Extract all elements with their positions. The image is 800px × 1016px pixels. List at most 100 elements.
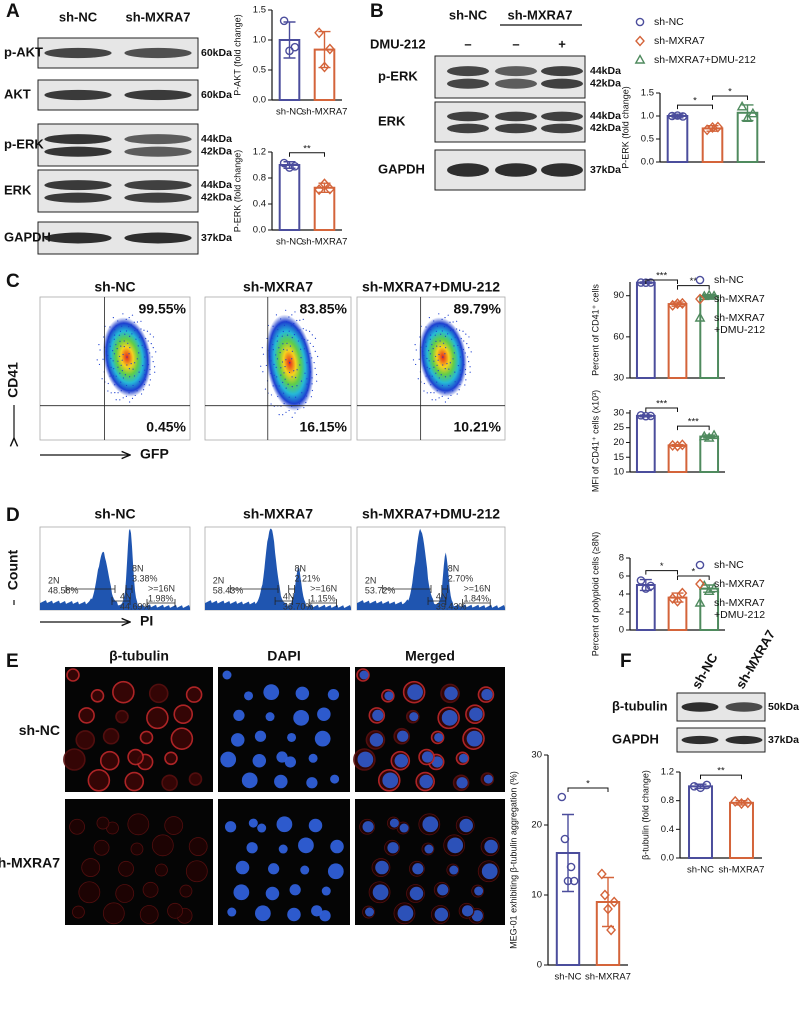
- scatter-dot: [300, 380, 303, 382]
- significance-bracket: [677, 104, 713, 110]
- cell-nucleus: [248, 818, 258, 828]
- scatter-dot: [284, 378, 286, 380]
- y-tick-label: 10: [531, 890, 542, 901]
- scatter-dot: [432, 348, 434, 350]
- scatter-dot: [285, 309, 287, 311]
- scatter-dot: [313, 362, 315, 364]
- cell-nucleus: [257, 823, 267, 833]
- cell-tubulin: [127, 813, 150, 836]
- y-axis-label: Percent of CD41⁺ cells: [590, 284, 600, 376]
- scatter-dot: [277, 328, 279, 331]
- scatter-dot: [151, 356, 153, 358]
- panel-label: F: [620, 651, 632, 672]
- kda-label: 42kDa: [201, 192, 232, 204]
- scatter-dot: [121, 369, 123, 372]
- gate-percentage: 58.43%: [213, 585, 244, 595]
- column-label: sh-MXRA7: [125, 9, 190, 24]
- y-tick-label: 1.5: [253, 5, 266, 16]
- scatter-dot: [288, 330, 290, 332]
- scatter-dot: [109, 375, 111, 377]
- significance-label: *: [728, 86, 732, 97]
- y-tick-label: 8: [619, 553, 624, 564]
- column-label: sh-NC: [449, 7, 488, 22]
- scatter-dot: [435, 355, 437, 358]
- scatter-dot: [107, 354, 109, 357]
- scatter-dot: [127, 342, 129, 344]
- scatter-dot: [272, 349, 274, 351]
- scatter-dot: [136, 358, 138, 360]
- scatter-dot: [446, 363, 448, 365]
- scatter-dot: [114, 391, 116, 394]
- scatter-dot: [438, 377, 440, 379]
- scatter-dot: [136, 390, 138, 392]
- cell-tubulin: [69, 818, 85, 835]
- y-tick-label: 6: [619, 571, 624, 582]
- scatter-dot: [278, 324, 280, 326]
- data-point: [742, 112, 753, 122]
- x-tick-label: sh-NC: [687, 865, 714, 876]
- cell-tubulin: [96, 816, 110, 830]
- gate-percentage: 1.98%: [148, 593, 174, 603]
- y-tick-label: 0.0: [661, 853, 674, 864]
- blot-band: [124, 192, 192, 203]
- blot-band: [541, 78, 583, 89]
- scatter-dot: [115, 399, 117, 401]
- scatter-dot: [144, 374, 146, 376]
- blot-label: p-ERK: [378, 68, 418, 83]
- scatter-dot: [303, 338, 306, 341]
- scatter-dot: [125, 384, 128, 387]
- data-point: [667, 299, 678, 311]
- scatter-dot: [102, 358, 104, 360]
- gate-percentage: 36.70%: [283, 601, 314, 611]
- scatter-dot: [301, 338, 303, 340]
- cell-tubulin: [102, 727, 120, 745]
- scatter-dot: [120, 390, 122, 392]
- scatter-dot: [276, 358, 279, 360]
- cell-nucleus: [409, 886, 424, 901]
- cell-tubulin: [130, 842, 144, 856]
- cell-tubulin: [115, 884, 135, 903]
- scatter-dot: [146, 359, 149, 362]
- scatter-dot: [140, 328, 142, 330]
- scatter-dot: [314, 337, 317, 339]
- data-point: [742, 797, 753, 809]
- cell-nucleus: [421, 751, 434, 763]
- scatter-dot: [426, 357, 428, 360]
- cell-nucleus: [308, 753, 318, 763]
- blot-band: [681, 735, 719, 745]
- scatter-dot: [110, 357, 112, 360]
- row-label: sh-MXRA7: [0, 855, 60, 871]
- scatter-dot: [149, 333, 151, 335]
- scatter-dot: [119, 372, 121, 374]
- scatter-dot: [109, 326, 111, 328]
- scatter-dot: [119, 340, 121, 343]
- significance-label: *: [693, 96, 697, 107]
- scatter-dot: [143, 329, 145, 331]
- scatter-dot: [457, 365, 459, 367]
- scatter-dot: [306, 362, 308, 364]
- scatter-dot: [438, 397, 440, 399]
- scatter-dot: [123, 340, 125, 342]
- scatter-dot: [116, 348, 118, 350]
- x-tick-label: sh-MXRA7: [719, 865, 765, 876]
- scatter-dot: [107, 390, 109, 392]
- scatter-dot: [302, 318, 304, 320]
- scatter-dot: [129, 376, 131, 378]
- y-tick-label: 0.0: [253, 95, 266, 106]
- significance-label: **: [690, 276, 698, 287]
- scatter-dot: [452, 329, 454, 331]
- scatter-dot: [138, 336, 141, 338]
- scatter-dot: [463, 364, 465, 366]
- bar: [635, 414, 656, 473]
- scatter-dot: [149, 352, 151, 354]
- scatter-dot: [128, 368, 131, 370]
- bar: [729, 801, 754, 859]
- cell-nucleus: [306, 777, 318, 789]
- blot-band: [495, 123, 537, 134]
- histogram-area: [205, 528, 351, 610]
- y-tick-label: 1.2: [661, 767, 674, 778]
- scatter-dot: [270, 403, 272, 405]
- legend-label: sh-MXRA7+DMU-212: [714, 312, 765, 336]
- scatter-dot: [311, 334, 313, 336]
- cell-nucleus: [456, 777, 468, 789]
